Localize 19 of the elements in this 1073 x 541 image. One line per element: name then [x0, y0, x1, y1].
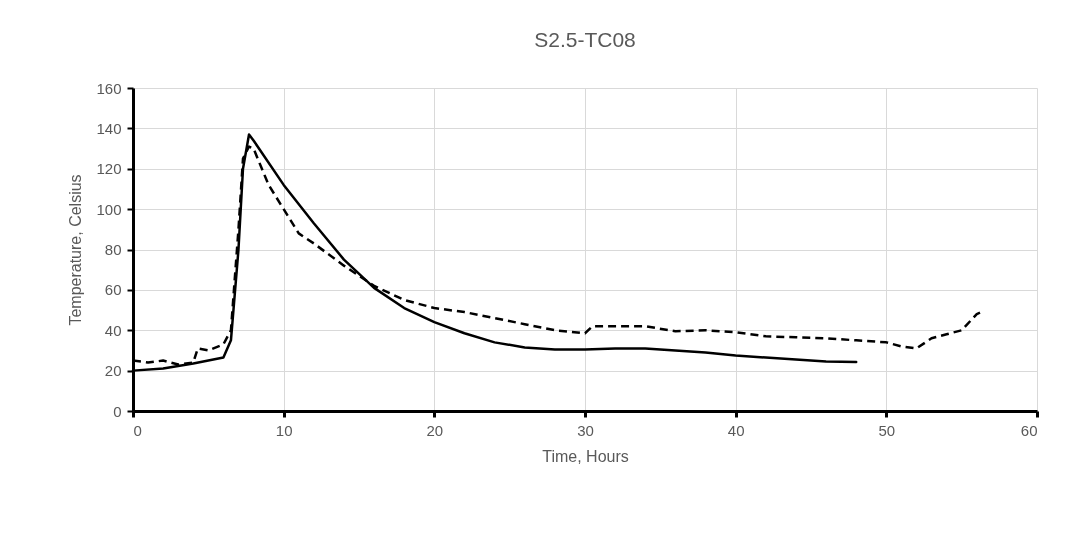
x-tick-label: 40	[727, 421, 745, 439]
x-tick-label: 60	[1020, 421, 1038, 439]
y-axis-title: Temperature, Celsius	[67, 174, 85, 326]
y-tick-label: 80	[104, 241, 122, 258]
y-tick-label: 140	[96, 119, 122, 137]
x-tick-label: 30	[577, 421, 594, 439]
y-tick-label: 120	[96, 160, 122, 178]
x-tick-label: 20	[426, 421, 444, 439]
x-tick-label: 0	[133, 421, 142, 439]
x-tick-label: 50	[878, 421, 896, 439]
y-tick-label: 60	[104, 281, 122, 299]
y-tick-label: 20	[104, 362, 122, 380]
y-tick-label: 100	[96, 200, 122, 218]
x-tick-label: 10	[275, 421, 293, 439]
chart-title: S2.5-TC08	[534, 28, 636, 51]
y-tick-label: 0	[113, 402, 122, 420]
x-axis-title: Time, Hours	[542, 447, 629, 465]
y-tick-label: 160	[96, 79, 122, 97]
y-tick-label: 40	[104, 321, 122, 339]
